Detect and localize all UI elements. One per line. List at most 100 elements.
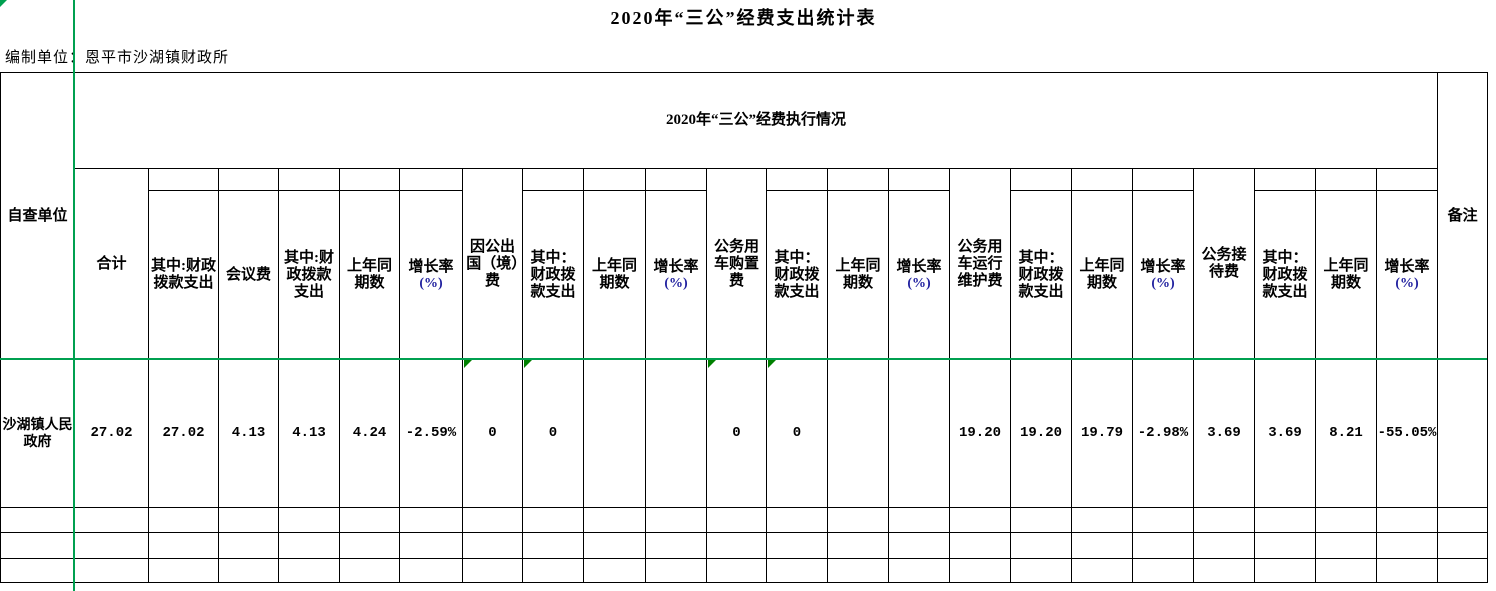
spacer-cell[interactable]	[1132, 168, 1194, 191]
sub-header-prev-year[interactable]: 上年同期数	[583, 190, 646, 360]
cell-reception-prev-year[interactable]: 8.21	[1315, 359, 1377, 508]
empty-cell[interactable]	[1254, 558, 1316, 583]
empty-cell[interactable]	[1071, 507, 1133, 533]
empty-cell[interactable]	[1132, 532, 1194, 559]
empty-cell[interactable]	[1437, 558, 1489, 583]
spacer-cell[interactable]	[399, 168, 463, 191]
empty-cell[interactable]	[148, 558, 219, 583]
spacer-cell[interactable]	[827, 168, 889, 191]
cell-meeting-growth[interactable]: -2.59%	[399, 359, 463, 508]
spacer-cell[interactable]	[1254, 168, 1316, 191]
sub-header-growth-rate[interactable]: 增长率 (%)	[1375, 190, 1439, 360]
header-span-2020[interactable]: 2020年“三公”经费执行情况	[73, 72, 1439, 169]
empty-cell[interactable]	[645, 558, 707, 583]
empty-cell[interactable]	[827, 558, 889, 583]
spacer-cell[interactable]	[766, 168, 828, 191]
empty-cell[interactable]	[339, 532, 400, 559]
cell-abroad-prev-year[interactable]	[583, 359, 646, 508]
empty-cell[interactable]	[462, 558, 523, 583]
empty-cell[interactable]	[399, 558, 463, 583]
empty-cell[interactable]	[827, 507, 889, 533]
empty-cell[interactable]	[1315, 532, 1377, 559]
sub-header-meeting-fee[interactable]: 会议费	[218, 190, 279, 360]
cell-reception-growth[interactable]: -55.05%	[1375, 359, 1439, 508]
empty-cell[interactable]	[645, 532, 707, 559]
empty-cell[interactable]	[522, 532, 584, 559]
empty-cell[interactable]	[278, 558, 340, 583]
empty-cell[interactable]	[1010, 507, 1072, 533]
empty-cell[interactable]	[74, 507, 149, 533]
empty-cell[interactable]	[148, 507, 219, 533]
cell-purchase-fee[interactable]: 0	[706, 359, 767, 508]
empty-cell[interactable]	[278, 532, 340, 559]
header-unit-column[interactable]: 自查单位	[0, 72, 75, 360]
empty-cell[interactable]	[1010, 532, 1072, 559]
spacer-cell[interactable]	[1375, 168, 1439, 191]
spacer-cell[interactable]	[339, 168, 400, 191]
empty-cell[interactable]	[148, 532, 219, 559]
sub-header-prev-year[interactable]: 上年同期数	[827, 190, 889, 360]
sub-header-fiscal[interactable]: 其中:财政拨款支出	[148, 190, 219, 360]
sub-header-prev-year[interactable]: 上年同期数	[1071, 190, 1133, 360]
empty-cell[interactable]	[888, 507, 950, 533]
empty-cell[interactable]	[1375, 532, 1439, 559]
header-vehicle-purchase-fee[interactable]: 公务用车购置费	[706, 168, 767, 360]
empty-cell[interactable]	[74, 558, 149, 583]
empty-cell[interactable]	[706, 532, 767, 559]
empty-cell[interactable]	[1193, 507, 1255, 533]
empty-cell[interactable]	[74, 532, 149, 559]
header-remark-column[interactable]: 备注	[1437, 72, 1489, 360]
sub-header-growth-rate[interactable]: 增长率 (%)	[399, 190, 463, 360]
empty-cell[interactable]	[218, 558, 279, 583]
empty-cell[interactable]	[1132, 558, 1194, 583]
empty-cell[interactable]	[339, 558, 400, 583]
empty-cell[interactable]	[766, 507, 828, 533]
header-total[interactable]: 合计	[74, 168, 149, 360]
cell-maintenance-growth[interactable]: -2.98%	[1132, 359, 1194, 508]
cell-total[interactable]: 27.02	[74, 359, 149, 508]
cell-purchase-prev-year[interactable]	[827, 359, 889, 508]
cell-maintenance-fee[interactable]: 19.20	[949, 359, 1011, 508]
empty-cell[interactable]	[1375, 558, 1439, 583]
empty-cell[interactable]	[949, 532, 1011, 559]
spacer-cell[interactable]	[278, 168, 340, 191]
sub-header-fiscal[interactable]: 其中：财政拨款支出	[522, 190, 584, 360]
empty-cell[interactable]	[706, 558, 767, 583]
cell-remark[interactable]	[1437, 359, 1489, 508]
prepared-by-row[interactable]: 编制单位：恩平市沙湖镇财政所	[5, 46, 229, 67]
cell-maintenance-fiscal[interactable]: 19.20	[1010, 359, 1072, 508]
empty-cell[interactable]	[1071, 558, 1133, 583]
sub-header-fiscal[interactable]: 其中：财政拨款支出	[766, 190, 828, 360]
empty-cell[interactable]	[583, 558, 646, 583]
sub-header-growth-rate[interactable]: 增长率 (%)	[888, 190, 950, 360]
empty-cell[interactable]	[583, 532, 646, 559]
empty-cell[interactable]	[766, 532, 828, 559]
empty-cell[interactable]	[645, 507, 707, 533]
empty-cell[interactable]	[888, 532, 950, 559]
cell-meeting-fiscal[interactable]: 4.13	[278, 359, 340, 508]
empty-cell[interactable]	[0, 558, 75, 583]
empty-cell[interactable]	[218, 532, 279, 559]
empty-cell[interactable]	[706, 507, 767, 533]
empty-cell[interactable]	[339, 507, 400, 533]
cell-abroad-fiscal[interactable]: 0	[522, 359, 584, 508]
cell-reception-fee[interactable]: 3.69	[1193, 359, 1255, 508]
sub-header-growth-rate[interactable]: 增长率 (%)	[645, 190, 707, 360]
spacer-cell[interactable]	[645, 168, 707, 191]
empty-cell[interactable]	[462, 532, 523, 559]
empty-cell[interactable]	[462, 507, 523, 533]
spacer-cell[interactable]	[1315, 168, 1377, 191]
empty-cell[interactable]	[1254, 507, 1316, 533]
spacer-cell[interactable]	[888, 168, 950, 191]
empty-cell[interactable]	[522, 507, 584, 533]
cell-purchase-growth[interactable]	[888, 359, 950, 508]
sub-header-fiscal[interactable]: 其中：财政拨款支出	[1010, 190, 1072, 360]
cell-unit-name[interactable]: 沙湖镇人民政府	[0, 359, 75, 508]
spacer-cell[interactable]	[522, 168, 584, 191]
empty-cell[interactable]	[0, 532, 75, 559]
empty-cell[interactable]	[583, 507, 646, 533]
empty-cell[interactable]	[1132, 507, 1194, 533]
empty-cell[interactable]	[1071, 532, 1133, 559]
cell-maintenance-prev-year[interactable]: 19.79	[1071, 359, 1133, 508]
header-reception-fee[interactable]: 公务接待费	[1193, 168, 1255, 360]
